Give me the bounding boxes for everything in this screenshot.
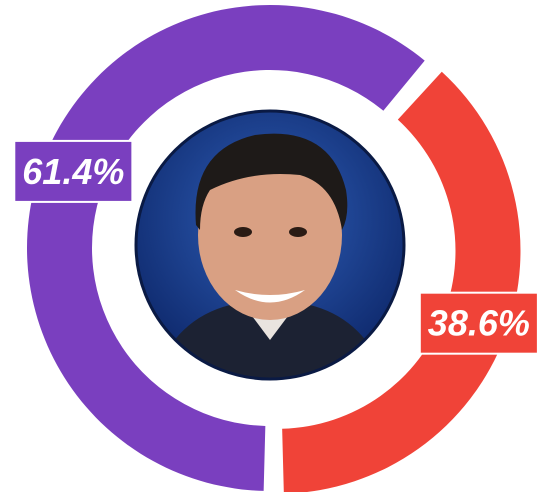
value-label: 61.4% — [22, 151, 124, 192]
value-label: 38.6% — [428, 303, 530, 344]
portrait — [137, 112, 403, 390]
chart: 61.4% 38.6% — [0, 0, 539, 492]
value-label-box: 61.4% — [14, 141, 132, 202]
value-label-box: 38.6% — [420, 293, 538, 354]
